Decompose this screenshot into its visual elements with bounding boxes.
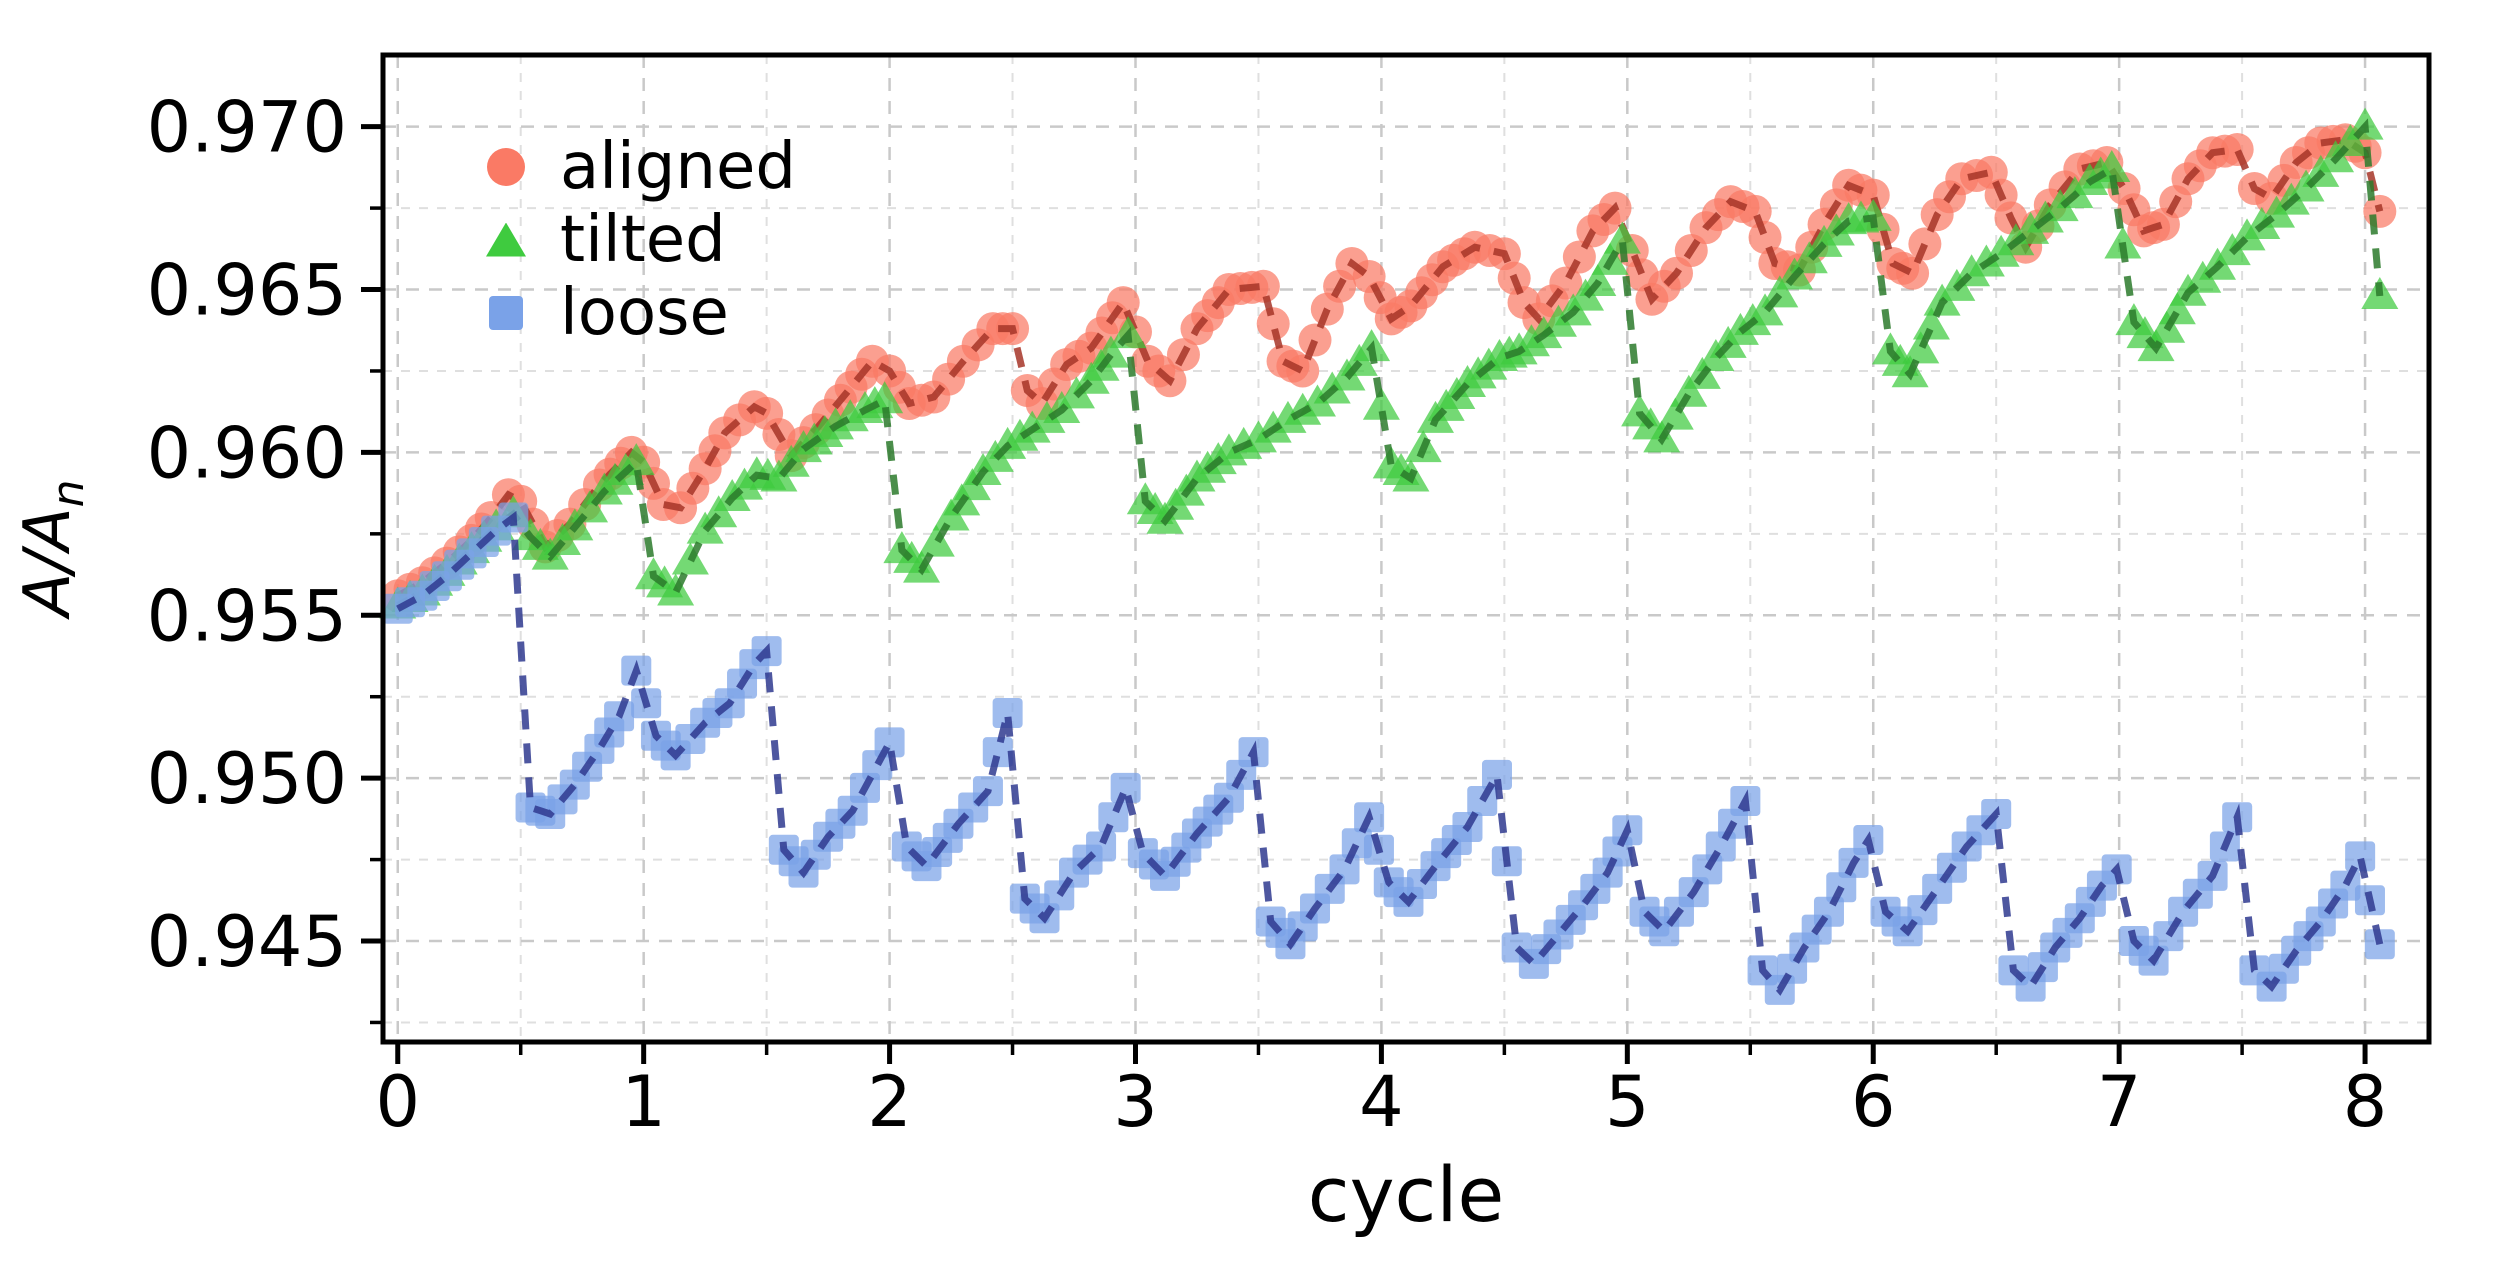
data-point: [1256, 307, 1290, 341]
data-point: [1908, 227, 1942, 261]
data-point: [1748, 220, 1782, 254]
y-tick-label: 0.960: [147, 412, 347, 494]
data-point: [992, 698, 1023, 728]
x-tick-label: 4: [1359, 1061, 1404, 1143]
x-tick-label: 6: [1851, 1061, 1896, 1143]
x-tick-label: 7: [2097, 1061, 2142, 1143]
legend-item-loose: loose: [478, 276, 796, 349]
y-tick-label: 0.970: [147, 87, 347, 169]
x-axis-title: cycle: [1307, 1150, 1505, 1239]
loose-line: [396, 510, 2384, 996]
x-tick-label: 8: [2343, 1061, 2388, 1143]
data-point: [1298, 323, 1332, 357]
legend-item-tilted: tilted: [478, 203, 796, 276]
x-tick-label: 3: [1113, 1061, 1158, 1143]
data-point: [2345, 841, 2376, 872]
aligned-line: [396, 136, 2384, 599]
y-axis-title: A/An: [11, 393, 95, 703]
data-point: [1362, 387, 1400, 420]
data-point: [1603, 221, 1641, 254]
axis-ticks: [361, 124, 2368, 1064]
data-point: [1098, 802, 1129, 833]
x-tick-label: 1: [621, 1061, 666, 1143]
legend-label-loose: loose: [560, 275, 729, 350]
data-point: [571, 490, 609, 523]
y-tick-label: 0.965: [147, 250, 347, 332]
triangle-marker-icon: [486, 222, 526, 257]
data-point: [1286, 354, 1320, 388]
circle-marker-icon: [487, 147, 525, 186]
x-tick-label: 0: [375, 1061, 420, 1143]
y-tick-label: 0.945: [147, 901, 347, 983]
data-point: [1579, 264, 1617, 297]
data-point: [1896, 256, 1930, 290]
y-axis-title-main: A/A: [11, 507, 85, 617]
y-tick-label: 0.950: [147, 738, 347, 820]
tilted-line: [396, 118, 2384, 609]
data-point: [2158, 292, 2196, 325]
data-point: [1856, 178, 1890, 212]
data-point: [1761, 275, 1799, 308]
legend-item-aligned: aligned: [478, 130, 796, 203]
y-axis-title-subscript: n: [42, 479, 94, 508]
square-marker-icon: [489, 295, 523, 330]
data-point: [1902, 331, 1940, 364]
x-tick-label: 2: [867, 1061, 912, 1143]
data-point: [1656, 397, 1694, 430]
legend-label-tilted: tilted: [560, 202, 726, 277]
x-tick-label: 5: [1605, 1061, 1650, 1143]
data-point: [1670, 374, 1708, 407]
data-point: [1790, 241, 1828, 274]
series-tilted: [379, 107, 2399, 619]
y-tick-label: 0.955: [147, 575, 347, 657]
data-point: [982, 737, 1013, 768]
data-point: [1738, 194, 1772, 228]
series-loose: [382, 502, 2395, 1005]
tick-labels: 0 1 2 3 4 5 6 7 8 0.970 0.965 0.960 0.955 0.950 0.945: [147, 87, 2388, 1143]
data-point: [2220, 132, 2254, 166]
data-point: [1110, 772, 1141, 803]
data-point: [1746, 293, 1784, 326]
plot-spines: [380, 52, 2432, 1045]
data-point: [1912, 307, 1950, 340]
data-point: [1467, 785, 1498, 816]
data-point: [1092, 335, 1130, 368]
data-point: [1246, 269, 1280, 303]
legend-label-aligned: aligned: [560, 129, 796, 204]
legend: aligned tilted loose: [478, 130, 796, 349]
data-point: [700, 495, 738, 528]
data-point: [2331, 123, 2369, 156]
